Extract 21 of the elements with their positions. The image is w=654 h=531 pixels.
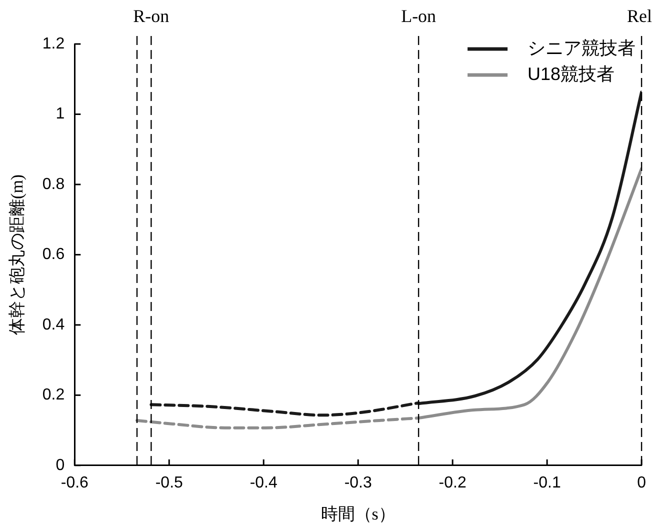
y-tick-label: 0.8 [42, 176, 65, 193]
y-tick-label: 0.4 [42, 316, 65, 334]
x-tick-label: 0 [637, 474, 646, 492]
y-tick-label: 0.2 [42, 386, 65, 404]
ref-line-label: L-on [401, 6, 436, 26]
x-tick-label: -0.2 [438, 474, 466, 492]
y-tick-label: 1 [56, 106, 65, 123]
x-tick-label: -0.6 [60, 474, 89, 492]
y-tick-label: 0.6 [42, 246, 65, 264]
ref-line-label: Rel [627, 6, 652, 26]
legend-label: U18競技者 [528, 64, 615, 84]
ref-line-label: R-on [133, 6, 170, 26]
legend-label: シニア競技者 [528, 38, 636, 58]
x-tick-label: -0.1 [533, 474, 561, 492]
x-tick-label: -0.4 [250, 474, 278, 492]
x-axis-title: 時間（s） [320, 504, 396, 524]
x-tick-label: -0.3 [344, 474, 372, 492]
y-tick-label: 0 [56, 456, 65, 474]
x-tick-label: -0.5 [155, 474, 184, 492]
y-axis-title: 体幹と砲丸の距離(m) [8, 174, 27, 335]
y-tick-label: 1.2 [42, 35, 65, 52]
